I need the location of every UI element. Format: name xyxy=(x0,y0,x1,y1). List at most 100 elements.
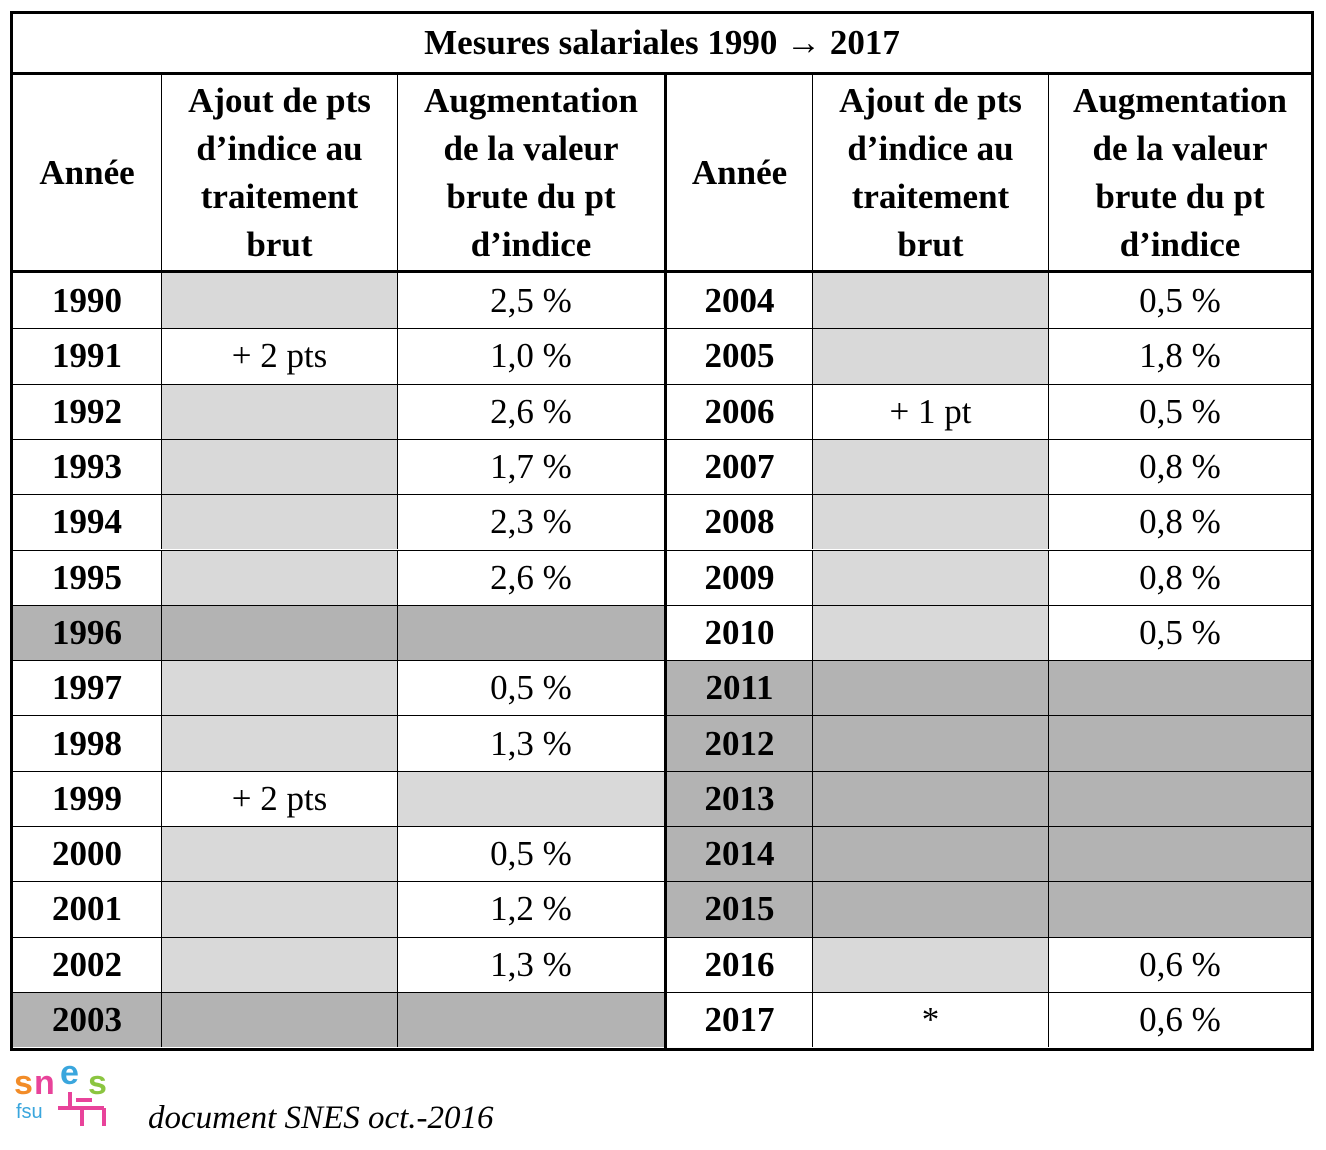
year-cell: 1996 xyxy=(13,605,161,661)
header-increase: Augmentation de la valeur brute du pt d’ind… xyxy=(1048,75,1311,273)
table-row: 2016 0,6 % xyxy=(667,936,1311,992)
table-row: 2000 0,5 % xyxy=(13,826,664,882)
table-right-half: Année Ajout de pts d’indice au traitement b… xyxy=(664,75,1311,1048)
table-row: 1998 1,3 % xyxy=(13,715,664,771)
year-cell: 2009 xyxy=(704,557,775,597)
header-year: Année xyxy=(13,75,161,273)
increase-cell xyxy=(1048,827,1311,882)
year-cell: 2004 xyxy=(704,280,775,320)
points-cell xyxy=(161,495,397,550)
logo-text-n: n xyxy=(34,1064,55,1102)
increase-cell: 0,5 % xyxy=(397,661,664,716)
year-cell: 2001 xyxy=(52,889,122,929)
increase-cell: 1,3 % xyxy=(397,716,664,771)
increase-cell: 0,5 % xyxy=(1048,384,1311,439)
increase-cell: 0,6 % xyxy=(1048,992,1311,1048)
year-cell: 2000 xyxy=(52,834,122,874)
logo-figure-icon xyxy=(58,1092,106,1126)
table-row: 2015 xyxy=(667,881,1311,937)
table-row: 2004 0,5 % xyxy=(667,273,1311,329)
increase-cell: 2,6 % xyxy=(397,550,664,605)
year-cell: 2016 xyxy=(704,944,775,984)
increase-cell: 1,2 % xyxy=(397,882,664,937)
table-row: 2017 * 0,6 % xyxy=(667,991,1311,1048)
year-cell: 1997 xyxy=(52,668,122,708)
increase-cell: 2,6 % xyxy=(397,384,664,439)
header-points: Ajout de pts d’indice au traitement brut xyxy=(161,75,397,273)
points-cell: + 2 pts xyxy=(161,771,397,826)
increase-cell: 0,8 % xyxy=(1048,495,1311,550)
year-cell: 1993 xyxy=(52,447,122,487)
points-cell xyxy=(161,827,397,882)
increase-cell: 1,8 % xyxy=(1048,329,1311,384)
table-row: 2014 xyxy=(667,826,1311,882)
year-cell: 1994 xyxy=(52,502,122,542)
points-cell xyxy=(812,329,1048,384)
document-source-note: document SNES oct.-2016 xyxy=(148,1100,494,1136)
table-row: 2009 0,8 % xyxy=(667,549,1311,605)
increase-cell: 0,5 % xyxy=(397,827,664,882)
points-cell xyxy=(161,992,397,1048)
year-cell: 1990 xyxy=(52,280,122,320)
increase-cell: 1,7 % xyxy=(397,439,664,495)
header-points: Ajout de pts d’indice au traitement brut xyxy=(812,75,1048,273)
year-cell: 1999 xyxy=(52,778,122,818)
increase-cell xyxy=(1048,716,1311,771)
increase-cell: 0,8 % xyxy=(1048,439,1311,495)
year-cell: 2005 xyxy=(704,336,775,376)
increase-cell xyxy=(397,992,664,1048)
table-row: 1991 + 2 pts 1,0 % xyxy=(13,328,664,384)
table-row: 1990 2,5 % xyxy=(13,273,664,329)
header-increase: Augmentation de la valeur brute du pt d’ind… xyxy=(397,75,664,273)
points-cell: + 2 pts xyxy=(161,329,397,384)
points-cell xyxy=(161,550,397,605)
table-row: 1996 xyxy=(13,604,664,661)
table-row: 1993 1,7 % xyxy=(13,438,664,495)
table-row: 2003 xyxy=(13,991,664,1048)
points-cell xyxy=(812,605,1048,661)
points-cell xyxy=(812,716,1048,771)
increase-cell: 0,6 % xyxy=(1048,937,1311,992)
points-cell xyxy=(812,937,1048,992)
points-cell xyxy=(812,495,1048,550)
points-cell xyxy=(812,827,1048,882)
increase-cell: 2,3 % xyxy=(397,495,664,550)
points-cell xyxy=(161,661,397,716)
table-row: 2005 1,8 % xyxy=(667,328,1311,384)
header-year: Année xyxy=(667,75,812,273)
year-cell: 2008 xyxy=(704,502,775,542)
table-row: 1995 2,6 % xyxy=(13,549,664,605)
year-cell: 2012 xyxy=(667,716,812,771)
points-cell xyxy=(161,439,397,495)
points-cell xyxy=(812,550,1048,605)
increase-cell: 1,3 % xyxy=(397,937,664,992)
points-cell xyxy=(161,384,397,439)
table-row: 1992 2,6 % xyxy=(13,383,664,439)
logo-text-fsu: fsu xyxy=(16,1101,43,1123)
table-row: 2010 0,5 % xyxy=(667,604,1311,661)
points-cell xyxy=(812,273,1048,329)
year-cell: 2010 xyxy=(704,612,775,652)
increase-cell: 2,5 % xyxy=(397,273,664,329)
year-cell: 2011 xyxy=(667,661,812,716)
increase-cell xyxy=(1048,661,1311,716)
increase-cell: 0,5 % xyxy=(1048,273,1311,329)
table-row: 2008 0,8 % xyxy=(667,494,1311,550)
table-row: 2006 + 1 pt 0,5 % xyxy=(667,383,1311,439)
table-row: 1994 2,3 % xyxy=(13,494,664,550)
increase-cell xyxy=(397,771,664,826)
year-cell: 2015 xyxy=(667,882,812,937)
year-cell: 2013 xyxy=(667,771,812,826)
points-cell xyxy=(161,273,397,329)
increase-cell: 0,8 % xyxy=(1048,550,1311,605)
year-cell: 2017 xyxy=(704,1000,775,1040)
points-cell xyxy=(161,882,397,937)
table-row: 2011 xyxy=(667,660,1311,716)
increase-cell xyxy=(1048,771,1311,826)
logo-text-e: e xyxy=(60,1060,79,1092)
salary-measures-table: Mesures salariales 1990 → 2017 Année Ajo… xyxy=(10,11,1314,1051)
points-cell xyxy=(812,771,1048,826)
year-cell: 1991 xyxy=(52,336,122,376)
table-row: 2002 1,3 % xyxy=(13,936,664,992)
points-cell xyxy=(161,937,397,992)
